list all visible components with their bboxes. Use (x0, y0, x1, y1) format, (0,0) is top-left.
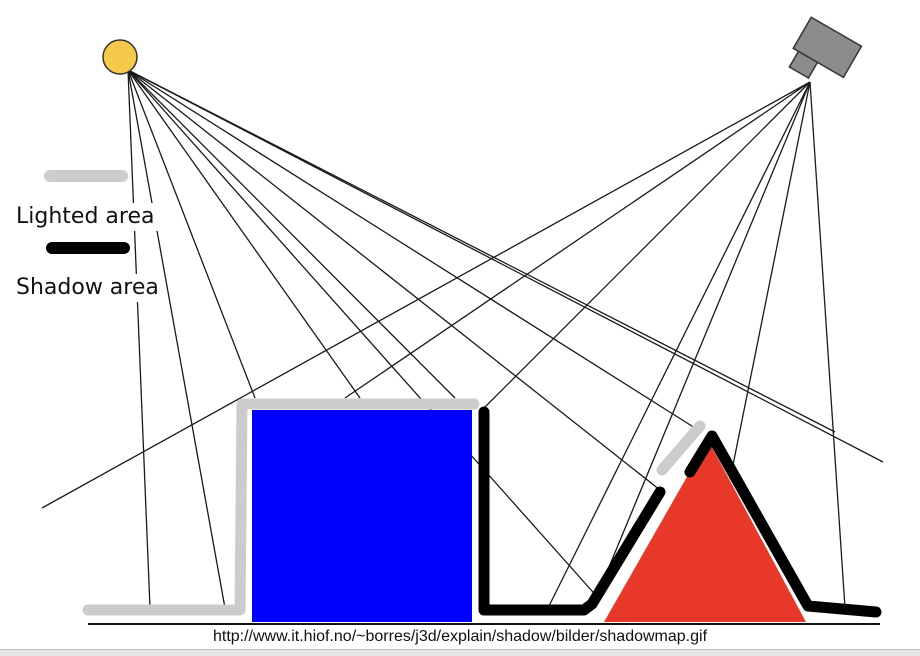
shadow-edges (478, 406, 882, 618)
lighted-edges (82, 398, 706, 616)
sun-light-source-icon (102, 39, 138, 75)
camera-rays (41, 81, 846, 609)
source-url-caption: http://www.it.hiof.no/~borres/j3d/explai… (212, 628, 708, 645)
legend-shadow-label: Shadow area (16, 274, 163, 302)
blue-box (252, 410, 472, 622)
camera-icon (788, 16, 863, 80)
light-rays (127, 69, 884, 609)
legend-lighted-label: Lighted area (16, 203, 159, 231)
window-bottom-edge (0, 649, 920, 656)
red-triangle (604, 440, 806, 622)
